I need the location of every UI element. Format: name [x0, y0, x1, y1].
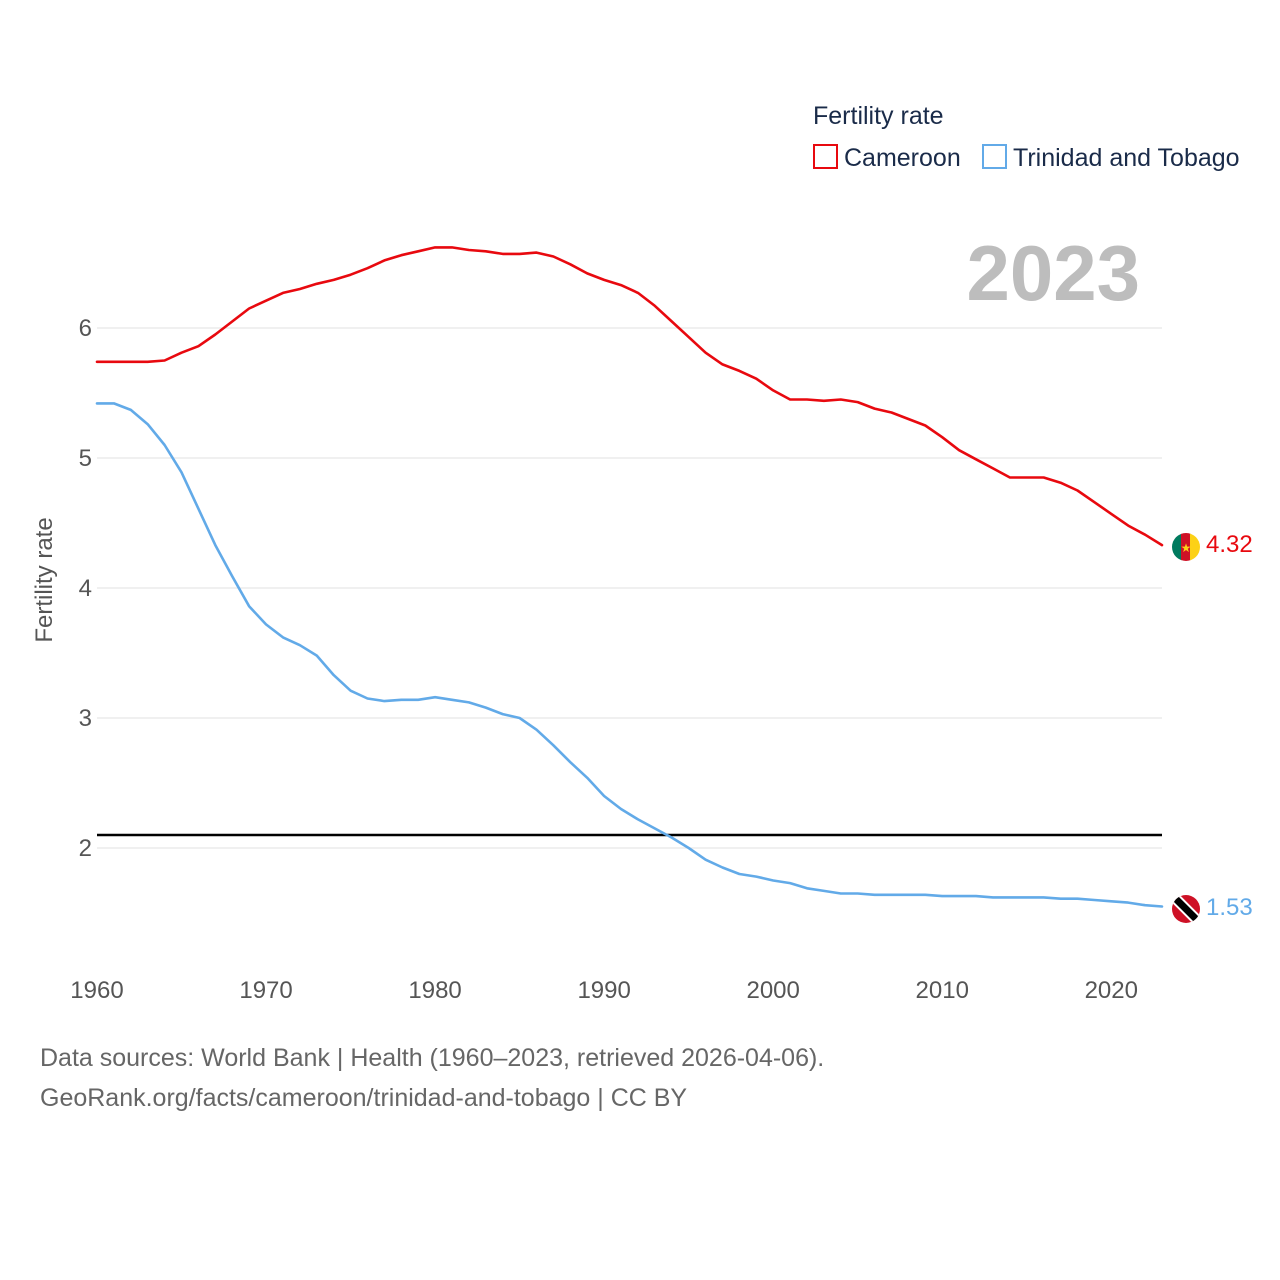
x-tick-label: 1970	[239, 977, 292, 1004]
trinidad-and-tobago-flag-icon	[1172, 895, 1200, 923]
legend-item-cameroon[interactable]: Cameroon	[813, 144, 961, 172]
x-tick-label: 1980	[408, 977, 461, 1004]
legend-swatch-trinidad-and-tobago	[982, 144, 1007, 169]
x-tick-label: 1960	[70, 977, 123, 1004]
y-tick-label: 5	[79, 445, 92, 472]
y-tick-label: 2	[79, 835, 92, 862]
cameroon-flag-icon: ★	[1172, 533, 1200, 561]
y-axis-ticks: 2 3 4 5 6	[79, 315, 92, 862]
y-tick-label: 4	[79, 575, 92, 602]
y-axis-title: Fertility rate	[31, 517, 58, 642]
y-tick-label: 3	[79, 705, 92, 732]
x-tick-label: 2000	[746, 977, 799, 1004]
legend-label-cameroon: Cameroon	[844, 144, 961, 172]
legend-title: Fertility rate	[813, 102, 944, 130]
end-value-label-trinidad-and-tobago: 1.53	[1206, 894, 1253, 921]
svg-text:★: ★	[1181, 541, 1192, 555]
source-link[interactable]: GeoRank.org/facts/cameroon/trinidad-and-…	[40, 1084, 688, 1112]
current-year-watermark: 2023	[966, 229, 1140, 317]
end-value-label-cameroon: 4.32	[1206, 531, 1253, 558]
series-line-trinidad-and-tobago[interactable]	[95, 402, 1164, 908]
series-line-cameroon[interactable]	[95, 246, 1164, 547]
x-axis-ticks: 1960 1970 1980 1990 2000 2010 2020	[70, 977, 1138, 1004]
series-lines	[95, 246, 1164, 908]
x-tick-label: 2010	[916, 977, 969, 1004]
x-tick-label: 1990	[577, 977, 630, 1004]
x-tick-label: 2020	[1085, 977, 1138, 1004]
legend-label-trinidad-and-tobago: Trinidad and Tobago	[1013, 144, 1240, 172]
grid-lines	[97, 327, 1162, 849]
legend-item-trinidad-and-tobago[interactable]: Trinidad and Tobago	[982, 144, 1240, 172]
legend-swatch-cameroon	[813, 144, 838, 169]
y-tick-label: 6	[79, 315, 92, 342]
data-sources-note: Data sources: World Bank | Health (1960–…	[40, 1044, 825, 1072]
legend: Fertility rate Cameroon Trinidad and Tob…	[813, 102, 1240, 172]
